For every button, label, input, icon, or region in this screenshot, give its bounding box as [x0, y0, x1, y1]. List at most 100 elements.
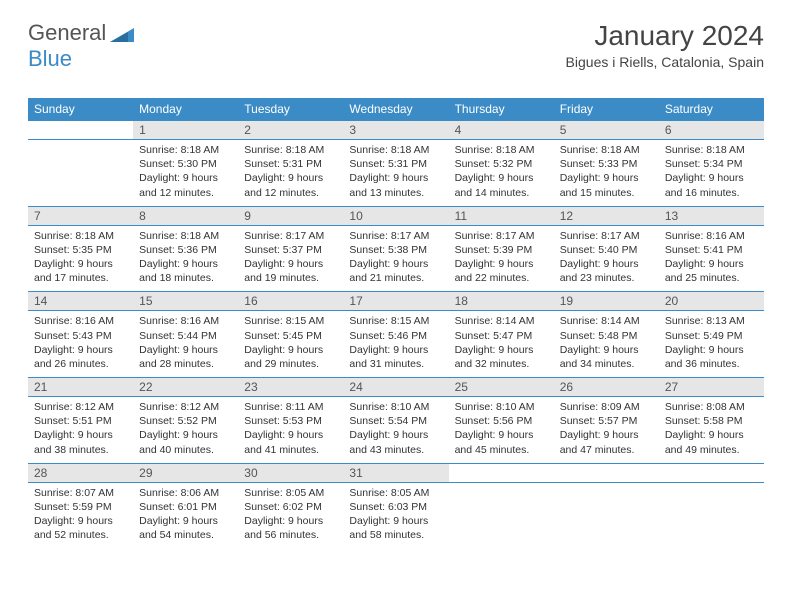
- day-number-cell: 3: [343, 121, 448, 140]
- day-number-row: 78910111213: [28, 206, 764, 225]
- sunrise-text: Sunrise: 8:14 AM: [455, 314, 548, 328]
- day-info-cell: Sunrise: 8:18 AMSunset: 5:31 PMDaylight:…: [238, 140, 343, 207]
- day-info-cell: Sunrise: 8:07 AMSunset: 5:59 PMDaylight:…: [28, 482, 133, 548]
- daylight-text: Daylight: 9 hours and 13 minutes.: [349, 171, 442, 199]
- daylight-text: Daylight: 9 hours and 21 minutes.: [349, 257, 442, 285]
- day-number-cell: [554, 463, 659, 482]
- day-number-row: 28293031: [28, 463, 764, 482]
- daylight-text: Daylight: 9 hours and 12 minutes.: [139, 171, 232, 199]
- weekday-header: Thursday: [449, 98, 554, 121]
- sunrise-text: Sunrise: 8:16 AM: [139, 314, 232, 328]
- sunset-text: Sunset: 5:43 PM: [34, 329, 127, 343]
- daylight-text: Daylight: 9 hours and 38 minutes.: [34, 428, 127, 456]
- sunrise-text: Sunrise: 8:18 AM: [560, 143, 653, 157]
- day-number-cell: 1: [133, 121, 238, 140]
- day-info-cell: [659, 482, 764, 548]
- day-number-cell: 16: [238, 292, 343, 311]
- day-info-cell: Sunrise: 8:17 AMSunset: 5:37 PMDaylight:…: [238, 225, 343, 292]
- daylight-text: Daylight: 9 hours and 17 minutes.: [34, 257, 127, 285]
- day-info-cell: Sunrise: 8:06 AMSunset: 6:01 PMDaylight:…: [133, 482, 238, 548]
- daylight-text: Daylight: 9 hours and 47 minutes.: [560, 428, 653, 456]
- sunrise-text: Sunrise: 8:05 AM: [244, 486, 337, 500]
- day-number-cell: 19: [554, 292, 659, 311]
- sunrise-text: Sunrise: 8:13 AM: [665, 314, 758, 328]
- day-info-cell: Sunrise: 8:15 AMSunset: 5:45 PMDaylight:…: [238, 311, 343, 378]
- day-number-cell: 9: [238, 206, 343, 225]
- sunset-text: Sunset: 5:45 PM: [244, 329, 337, 343]
- daylight-text: Daylight: 9 hours and 31 minutes.: [349, 343, 442, 371]
- day-info-cell: [28, 140, 133, 207]
- sunset-text: Sunset: 5:49 PM: [665, 329, 758, 343]
- page-subtitle: Bigues i Riells, Catalonia, Spain: [566, 54, 764, 70]
- day-number-cell: 2: [238, 121, 343, 140]
- sunset-text: Sunset: 6:02 PM: [244, 500, 337, 514]
- sunset-text: Sunset: 5:41 PM: [665, 243, 758, 257]
- sunrise-text: Sunrise: 8:17 AM: [244, 229, 337, 243]
- sunrise-text: Sunrise: 8:07 AM: [34, 486, 127, 500]
- page-title: January 2024: [566, 20, 764, 52]
- day-number-cell: 7: [28, 206, 133, 225]
- daylight-text: Daylight: 9 hours and 12 minutes.: [244, 171, 337, 199]
- sunrise-text: Sunrise: 8:12 AM: [139, 400, 232, 414]
- daylight-text: Daylight: 9 hours and 40 minutes.: [139, 428, 232, 456]
- sunset-text: Sunset: 6:03 PM: [349, 500, 442, 514]
- daylight-text: Daylight: 9 hours and 15 minutes.: [560, 171, 653, 199]
- day-number-cell: 10: [343, 206, 448, 225]
- daylight-text: Daylight: 9 hours and 52 minutes.: [34, 514, 127, 542]
- sunset-text: Sunset: 5:32 PM: [455, 157, 548, 171]
- day-info-cell: Sunrise: 8:12 AMSunset: 5:52 PMDaylight:…: [133, 397, 238, 464]
- daylight-text: Daylight: 9 hours and 43 minutes.: [349, 428, 442, 456]
- day-number-cell: 11: [449, 206, 554, 225]
- sunrise-text: Sunrise: 8:18 AM: [139, 143, 232, 157]
- day-info-cell: Sunrise: 8:18 AMSunset: 5:31 PMDaylight:…: [343, 140, 448, 207]
- daylight-text: Daylight: 9 hours and 56 minutes.: [244, 514, 337, 542]
- sunset-text: Sunset: 5:54 PM: [349, 414, 442, 428]
- day-info-cell: Sunrise: 8:11 AMSunset: 5:53 PMDaylight:…: [238, 397, 343, 464]
- day-info-cell: Sunrise: 8:16 AMSunset: 5:41 PMDaylight:…: [659, 225, 764, 292]
- day-info-cell: Sunrise: 8:14 AMSunset: 5:48 PMDaylight:…: [554, 311, 659, 378]
- daylight-text: Daylight: 9 hours and 16 minutes.: [665, 171, 758, 199]
- daylight-text: Daylight: 9 hours and 34 minutes.: [560, 343, 653, 371]
- day-info-row: Sunrise: 8:18 AMSunset: 5:30 PMDaylight:…: [28, 140, 764, 207]
- sunset-text: Sunset: 6:01 PM: [139, 500, 232, 514]
- day-number-row: 14151617181920: [28, 292, 764, 311]
- sunset-text: Sunset: 5:40 PM: [560, 243, 653, 257]
- day-info-cell: Sunrise: 8:18 AMSunset: 5:32 PMDaylight:…: [449, 140, 554, 207]
- day-number-cell: 4: [449, 121, 554, 140]
- sunrise-text: Sunrise: 8:17 AM: [349, 229, 442, 243]
- sunrise-text: Sunrise: 8:10 AM: [349, 400, 442, 414]
- sunset-text: Sunset: 5:56 PM: [455, 414, 548, 428]
- day-number-cell: 18: [449, 292, 554, 311]
- weekday-header: Wednesday: [343, 98, 448, 121]
- day-info-cell: Sunrise: 8:16 AMSunset: 5:44 PMDaylight:…: [133, 311, 238, 378]
- sunrise-text: Sunrise: 8:16 AM: [665, 229, 758, 243]
- day-info-cell: [554, 482, 659, 548]
- sunrise-text: Sunrise: 8:18 AM: [455, 143, 548, 157]
- day-info-cell: Sunrise: 8:18 AMSunset: 5:36 PMDaylight:…: [133, 225, 238, 292]
- sunrise-text: Sunrise: 8:11 AM: [244, 400, 337, 414]
- day-info-cell: Sunrise: 8:09 AMSunset: 5:57 PMDaylight:…: [554, 397, 659, 464]
- sunset-text: Sunset: 5:36 PM: [139, 243, 232, 257]
- weekday-header: Monday: [133, 98, 238, 121]
- daylight-text: Daylight: 9 hours and 45 minutes.: [455, 428, 548, 456]
- sunrise-text: Sunrise: 8:08 AM: [665, 400, 758, 414]
- day-number-cell: 20: [659, 292, 764, 311]
- sunset-text: Sunset: 5:48 PM: [560, 329, 653, 343]
- sunrise-text: Sunrise: 8:18 AM: [244, 143, 337, 157]
- day-number-cell: 13: [659, 206, 764, 225]
- day-number-cell: 12: [554, 206, 659, 225]
- sunset-text: Sunset: 5:31 PM: [349, 157, 442, 171]
- daylight-text: Daylight: 9 hours and 22 minutes.: [455, 257, 548, 285]
- logo: General: [28, 20, 134, 46]
- sunset-text: Sunset: 5:47 PM: [455, 329, 548, 343]
- sunrise-text: Sunrise: 8:05 AM: [349, 486, 442, 500]
- logo-text-1: General: [28, 20, 106, 46]
- day-info-cell: Sunrise: 8:08 AMSunset: 5:58 PMDaylight:…: [659, 397, 764, 464]
- sunrise-text: Sunrise: 8:15 AM: [244, 314, 337, 328]
- day-number-cell: 29: [133, 463, 238, 482]
- weekday-header: Saturday: [659, 98, 764, 121]
- sunrise-text: Sunrise: 8:17 AM: [560, 229, 653, 243]
- sunset-text: Sunset: 5:51 PM: [34, 414, 127, 428]
- daylight-text: Daylight: 9 hours and 32 minutes.: [455, 343, 548, 371]
- sunset-text: Sunset: 5:59 PM: [34, 500, 127, 514]
